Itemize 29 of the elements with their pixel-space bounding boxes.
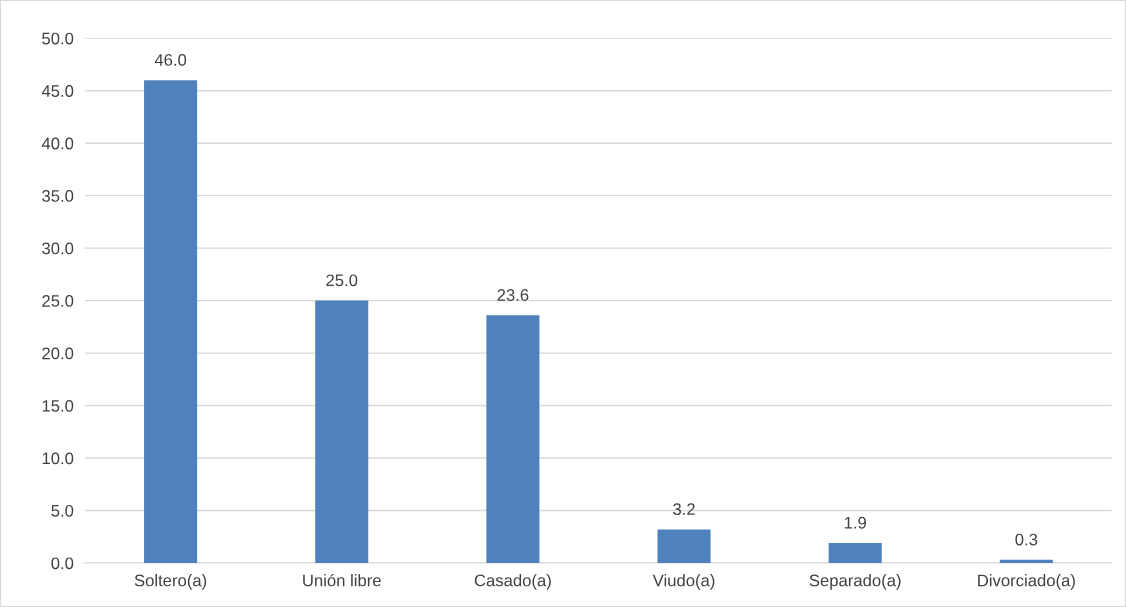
bar xyxy=(828,543,882,563)
y-tick-label: 20.0 xyxy=(42,347,74,360)
bar xyxy=(999,559,1053,563)
y-tick-label: 40.0 xyxy=(41,137,74,150)
y-tick-label: 0.0 xyxy=(51,557,74,570)
y-tick-label: 25.0 xyxy=(42,295,74,307)
y-tick-label: 50.0 xyxy=(42,32,74,45)
y-tick-label: 10.0 xyxy=(42,452,74,465)
y-tick-label: 5.0 xyxy=(51,504,74,517)
x-tick-label: Casado(a) xyxy=(474,574,551,590)
x-tick-label: Unión libre xyxy=(303,573,381,587)
y-tick-label: 45.0 xyxy=(41,85,74,97)
y-tick-label: 30.0 xyxy=(42,242,74,255)
y-tick-label: 35.0 xyxy=(42,190,74,202)
data-label: 23.6 xyxy=(497,289,529,301)
y-tick-label: 15.0 xyxy=(42,399,74,412)
data-label: 25.0 xyxy=(326,274,358,287)
bar xyxy=(486,315,540,563)
x-tick-label: Soltero(a) xyxy=(134,574,207,590)
x-tick-label: Separado(a) xyxy=(809,574,901,590)
data-label: 0.3 xyxy=(1015,533,1038,546)
data-label: 3.2 xyxy=(673,503,695,515)
x-tick-label: Viudo(a) xyxy=(652,574,715,590)
bar xyxy=(315,300,369,563)
data-label: 1.9 xyxy=(844,516,866,529)
data-label: 46.0 xyxy=(154,54,187,66)
x-tick-label: Divorciado(a) xyxy=(978,574,1075,590)
bar xyxy=(144,80,198,563)
bar xyxy=(657,529,711,563)
